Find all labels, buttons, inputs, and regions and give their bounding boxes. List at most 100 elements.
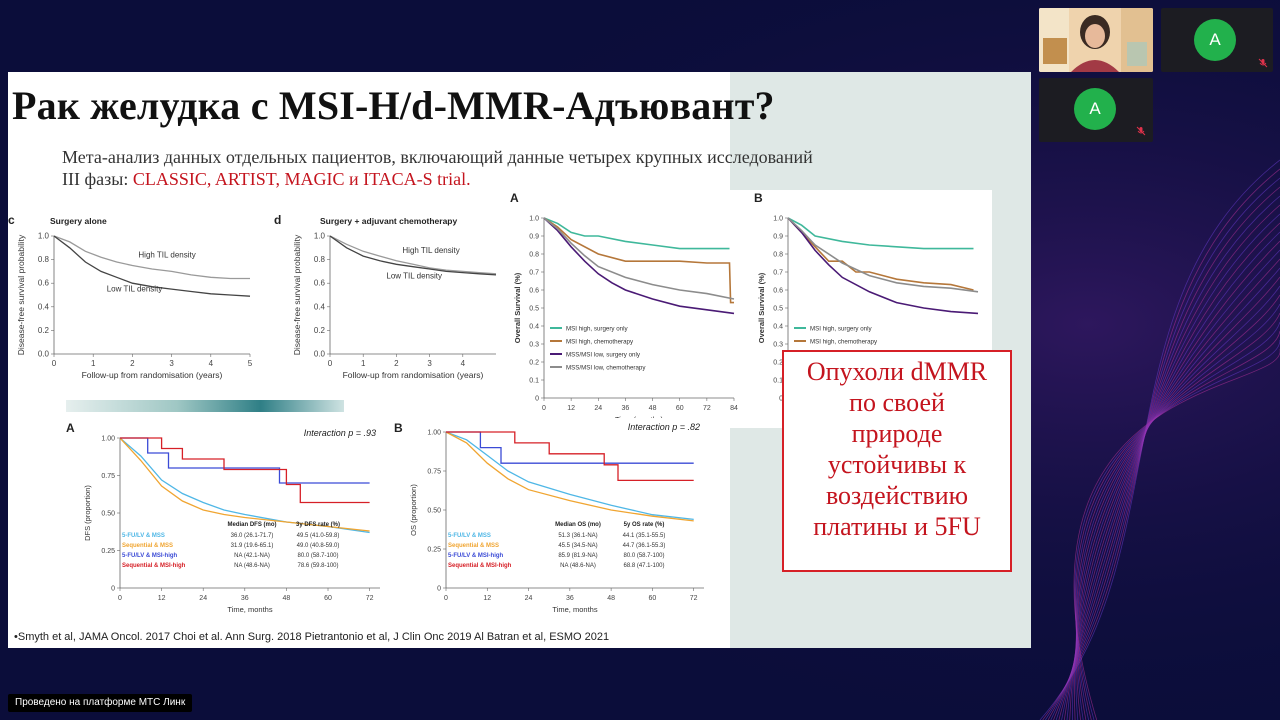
- y-tick-label: 0.8: [38, 255, 50, 264]
- y-axis-label: Disease-free survival probability: [292, 234, 302, 355]
- legend-label: Sequential & MSS: [448, 543, 499, 549]
- y-tick-label: 0.4: [773, 324, 783, 331]
- participant-avatar: А: [1074, 88, 1116, 130]
- legend-label: MSI high, surgery only: [566, 326, 628, 333]
- legend-label: 5-FU/LV & MSS: [122, 533, 165, 539]
- y-axis-label: Overall Survival (%): [513, 272, 522, 343]
- x-tick-label: 12: [158, 595, 166, 602]
- y-tick-label: 0.4: [529, 324, 539, 331]
- median-value: NA (42.1-NA): [234, 553, 270, 559]
- chart-os-a: A 0 0.1 0.2 0.3 0.4 0.5 0.6 0.7 0.8 0.9 1.0 0 12 24 36 4…: [504, 190, 748, 428]
- x-axis-label: Follow-up from randomisation (years): [343, 370, 484, 380]
- x-tick-label: 24: [199, 595, 207, 602]
- x-tick-label: 48: [649, 405, 657, 412]
- x-tick-label: 24: [525, 595, 533, 602]
- callout-line: платины и 5FU: [813, 512, 981, 541]
- y-tick-label: 0.4: [314, 302, 326, 311]
- y-axis-label: Disease-free survival probability: [16, 234, 26, 355]
- y-tick-label: 0.0: [314, 350, 326, 359]
- panel-label: B: [394, 421, 403, 435]
- interaction-p-value: Interaction p = .82: [628, 422, 700, 432]
- rate-value: 49.0 (40.8-59.0): [297, 543, 340, 549]
- series-line-5-fu-lv-msi-high: [120, 437, 370, 484]
- rate-value: 44.1 (35.1-55.5): [623, 533, 666, 539]
- legend-label: MSI high, surgery only: [810, 326, 872, 333]
- median-value: 51.3 (36.1-NA): [558, 533, 597, 539]
- speaker-video-image: [1039, 8, 1153, 72]
- speaker-video-tile[interactable]: [1039, 8, 1153, 72]
- callout-line: природе: [851, 419, 943, 448]
- y-tick-label: 0: [779, 396, 783, 403]
- y-tick-label: 0.2: [773, 360, 783, 367]
- x-tick-label: 60: [649, 595, 657, 602]
- rate-value: 44.7 (36.1-55.3): [623, 543, 666, 549]
- legend-label: 5-FU/LV & MSS: [448, 533, 491, 539]
- y-axis-label: OS (proportion): [409, 484, 418, 536]
- panel-label: d: [274, 213, 281, 227]
- series-line-sequential-msi-high: [446, 431, 694, 482]
- y-tick-label: 0.5: [773, 306, 783, 313]
- x-axis-label: Time, months: [552, 605, 597, 614]
- x-tick-label: 0: [328, 359, 333, 368]
- series-line-sequential-mss: [445, 431, 694, 522]
- rate-value: 49.5 (41.0-59.8): [297, 533, 340, 539]
- panel-label: A: [510, 191, 519, 205]
- legend-label: 5-FU/LV & MSI-high: [448, 553, 504, 559]
- x-tick-label: 1: [91, 359, 96, 368]
- y-tick-label: 1.0: [38, 232, 50, 241]
- mic-muted-icon: [1258, 58, 1268, 68]
- x-tick-label: 12: [483, 595, 491, 602]
- y-tick-label: 1.0: [529, 216, 539, 223]
- y-tick-label: 0.25: [101, 548, 115, 555]
- x-tick-label: 3: [169, 359, 174, 368]
- series-line-mss-msi-low-chemotherapy: [543, 217, 735, 300]
- series-line-msi-high-chemotherapy: [787, 217, 974, 291]
- subtitle-trials: CLASSIC, ARTIST, MAGIC и ITACA-S trial.: [132, 169, 471, 189]
- y-tick-label: 0.8: [773, 252, 783, 259]
- y-axis-label: Overall Survival (%): [757, 272, 766, 343]
- series-line-msi-high-surgery-only: [787, 217, 974, 250]
- series-label: Low TIL density: [386, 271, 442, 280]
- series-label: Low TIL density: [107, 284, 163, 293]
- x-tick-label: 24: [594, 405, 602, 412]
- series-line-low-til-density: [329, 235, 497, 276]
- y-tick-label: 1.0: [314, 232, 326, 241]
- y-tick-label: 0.75: [101, 473, 115, 480]
- participant-tile-2[interactable]: А: [1039, 78, 1153, 142]
- callout-line: воздействию: [825, 481, 969, 510]
- table-header: 5y OS rate (%): [624, 522, 665, 528]
- rate-value: 80.0 (58.7-100): [297, 553, 338, 559]
- y-tick-label: 0.8: [314, 255, 326, 264]
- background-wave-line: [1073, 349, 1280, 720]
- y-tick-label: 0.9: [773, 234, 783, 241]
- median-value: 31.9 (19.6-65.1): [231, 543, 274, 549]
- chart-dfs-surgery-alone: c Surgery alone 0.0 0.2 0.4 0.6 0.8 1.0 0 1 2 3 4 5 Fo…: [8, 210, 260, 402]
- participant-tile-1[interactable]: А: [1161, 8, 1273, 72]
- series-line-5-fu-lv-mss: [119, 437, 370, 534]
- y-tick-label: 0.4: [38, 302, 50, 311]
- x-tick-label: 0: [542, 405, 546, 412]
- series-label: High TIL density: [402, 246, 459, 255]
- y-tick-label: 1.00: [101, 436, 115, 443]
- slide-subtitle: Мета-анализ данных отдельных пациентов, …: [62, 146, 822, 190]
- callout-line: Опухоли dMMR: [806, 357, 988, 386]
- series-line-sequential-mss: [119, 437, 370, 532]
- y-tick-label: 0.75: [427, 469, 441, 476]
- callout-line: устойчивы к: [827, 450, 967, 479]
- series-line-mss-msi-low-surgery-only: [543, 217, 735, 315]
- x-tick-label: 0: [444, 595, 448, 602]
- panel-label: c: [8, 213, 15, 227]
- image-strip-decoration: [66, 400, 344, 412]
- legend-label: MSI high, chemotherapy: [810, 339, 878, 346]
- y-tick-label: 0.50: [101, 511, 115, 518]
- median-value: 45.5 (34.5-NA): [558, 543, 597, 549]
- legend-label: 5-FU/LV & MSI-high: [122, 553, 178, 559]
- chart-dfs-adjuvant-chemo: d Surgery + adjuvant chemotherapy 0.0 0.2 0.…: [270, 210, 500, 402]
- callout-line: по своей: [849, 388, 945, 417]
- x-tick-label: 48: [283, 595, 291, 602]
- series-line-mss-msi-low-surgery-only: [787, 217, 979, 315]
- series-line-mss-msi-low-chemotherapy: [787, 217, 979, 293]
- x-tick-label: 2: [394, 359, 399, 368]
- y-tick-label: 0.3: [773, 342, 783, 349]
- y-tick-label: 0: [535, 396, 539, 403]
